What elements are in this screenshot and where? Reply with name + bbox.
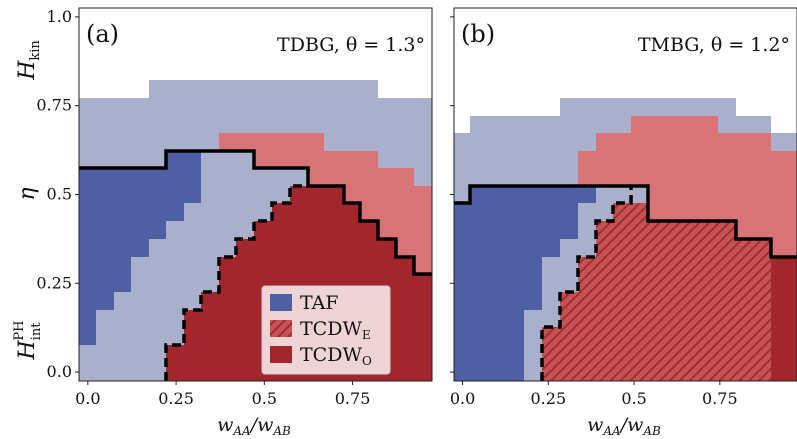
y-axis-ticks: 0.0 0.25 0.5 0.75 1.0 [36, 7, 454, 381]
x-axis-ticks-b: 0.0 0.25 0.5 0.75 [450, 381, 738, 408]
panel-a-label: (a) [86, 20, 119, 48]
y-tick-label: 0.25 [36, 273, 72, 292]
panel-b-taf-region [454, 186, 596, 381]
panel-b: (b) TMBG, θ = 1.2° [453, 7, 797, 382]
panel-b-title: TMBG, θ = 1.2° [638, 34, 790, 56]
panel-a-taf-boundary [79, 149, 432, 276]
y-tick-label: 1.0 [47, 7, 72, 26]
legend-label-tcdwo: TCDWO [300, 344, 372, 368]
y-tick-label: 0.5 [47, 185, 72, 204]
x-tick-label: 0.5 [621, 389, 646, 408]
panel-a-title: TDBG, θ = 1.3° [277, 34, 425, 56]
x-tick-label: 0.0 [450, 389, 475, 408]
x-tick-label: 0.25 [531, 389, 567, 408]
panel-b-tcdw-boundary [540, 186, 633, 381]
panel-b-tcdwo-strip [771, 257, 797, 381]
x-tick-label: 0.75 [702, 389, 738, 408]
x-label-b: wAA/wAB [587, 414, 661, 438]
x-tick-label: 0.75 [335, 389, 371, 408]
legend-swatch-tcdwo [270, 346, 292, 363]
x-tick-label: 0.25 [158, 389, 194, 408]
panel-a-taf-region [79, 151, 201, 345]
legend: TAF TCDWE TCDWO [261, 285, 391, 375]
legend-label-taf: TAF [300, 292, 339, 314]
y-tick-label: 0.75 [36, 96, 72, 115]
legend-label-tcdwe: TCDWE [300, 318, 371, 342]
panel-b-label: (b) [461, 20, 495, 48]
legend-swatch-taf [270, 294, 292, 311]
x-axis-ticks-a: 0.0 0.25 0.5 0.75 [75, 381, 370, 408]
panel-a-tcdw-boundary [164, 184, 308, 381]
x-tick-label: 0.0 [75, 389, 100, 408]
y-label-eta: η [15, 187, 40, 200]
y-tick-label: 0.0 [47, 362, 72, 381]
x-tick-label: 0.5 [252, 389, 277, 408]
x-label-a: wAA/wAB [217, 414, 291, 438]
y-label-hint: HintPH [12, 320, 44, 360]
panel-b-tcdwe-region [542, 203, 797, 381]
y-label-hkin: Hkin [15, 40, 43, 81]
legend-swatch-tcdwe [270, 320, 292, 337]
panel-b-taf-boundary [454, 184, 797, 259]
